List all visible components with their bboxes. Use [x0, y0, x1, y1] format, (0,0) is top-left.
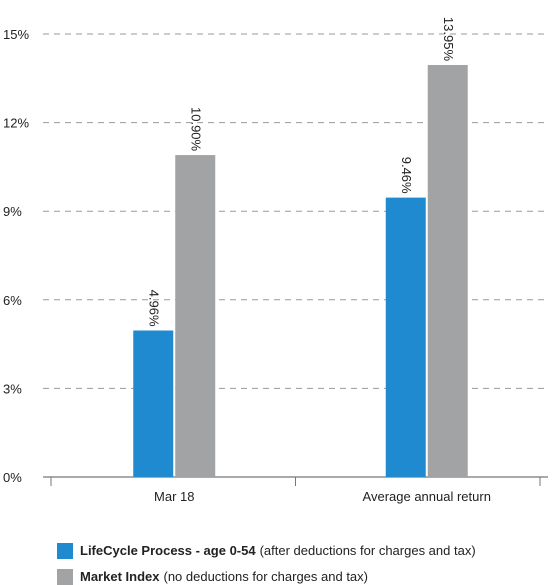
data-label: 13.95% [441, 17, 456, 62]
legend-swatch-lifecycle [57, 543, 73, 559]
x-tick-label: Mar 18 [154, 489, 194, 504]
legend-item-market-index: Market Index (no deductions for charges … [57, 569, 368, 585]
y-tick-label: 0% [3, 470, 22, 485]
legend-desc-lifecycle: (after deductions for charges and tax) [259, 543, 476, 558]
bar [175, 155, 216, 477]
y-tick-label: 15% [3, 27, 29, 42]
legend-item-lifecycle: LifeCycle Process - age 0-54 (after dedu… [57, 543, 476, 559]
y-tick-label: 12% [3, 116, 29, 131]
y-tick-label: 6% [3, 293, 22, 308]
data-label: 9.46% [399, 157, 414, 194]
bar-chart: 0% 3% 6% 9% 12% 15% 4.96% 10.90% Mar 18 9.46% 13.9… [3, 17, 548, 504]
legend-desc-market-index: (no deductions for charges and tax) [163, 569, 368, 584]
data-label: 10.90% [188, 107, 203, 152]
bar [133, 330, 174, 477]
y-tick-label: 3% [3, 381, 22, 396]
bar [427, 65, 468, 477]
bar [385, 197, 426, 477]
y-tick-label: 9% [3, 204, 22, 219]
x-tick-label: Average annual return [363, 489, 491, 504]
legend-swatch-market-index [57, 569, 73, 585]
data-label: 4.96% [146, 290, 161, 327]
legend-label-market-index: Market Index [80, 569, 160, 584]
legend-label-lifecycle: LifeCycle Process - age 0-54 [80, 543, 256, 558]
